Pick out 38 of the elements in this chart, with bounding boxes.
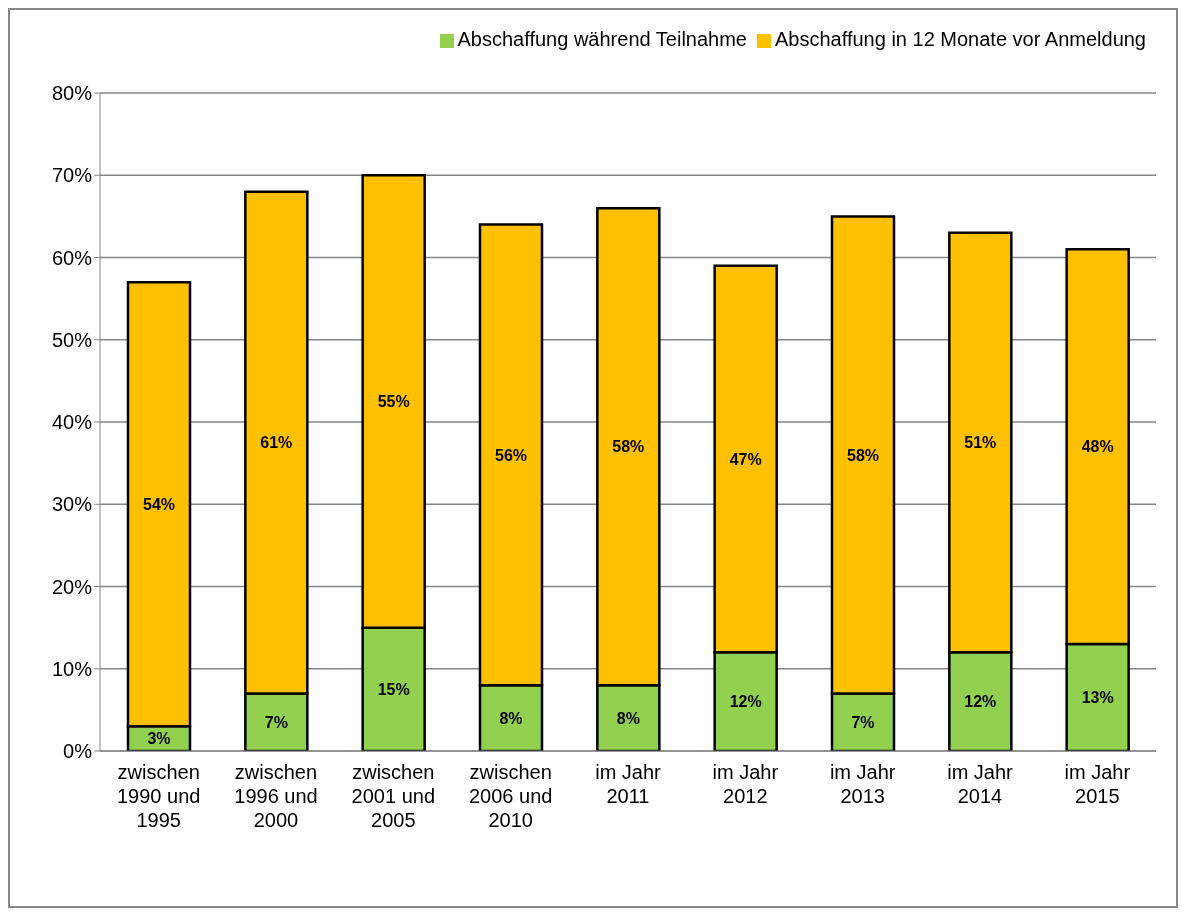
y-tick-label: 20%	[51, 575, 93, 598]
x-tick-label: im Jahr 2015	[1064, 761, 1131, 807]
data-label: 61%	[260, 434, 293, 452]
data-label: 7%	[851, 713, 875, 731]
x-tick-label: zwischen 1990 und 1995	[116, 761, 201, 831]
data-label: 15%	[377, 680, 410, 698]
data-label: 12%	[729, 693, 762, 711]
data-label: 58%	[612, 438, 645, 456]
data-label: 47%	[729, 450, 762, 468]
data-label: 7%	[264, 713, 288, 731]
y-tick-label: 70%	[51, 164, 93, 187]
legend-label: Abschaffung in 12 Monate vor Anmeldung	[775, 28, 1146, 50]
x-tick-label: im Jahr 2014	[947, 761, 1014, 807]
x-tick-label: zwischen 1996 und 2000	[234, 761, 318, 831]
y-tick-label: 0%	[63, 740, 93, 763]
data-label: 55%	[377, 393, 410, 411]
data-label: 8%	[499, 709, 523, 727]
x-tick-label: zwischen 2006 und 2010	[468, 761, 553, 831]
x-tick-label: im Jahr 2012	[712, 761, 779, 807]
y-tick-label: 60%	[51, 246, 93, 269]
data-label: 8%	[616, 709, 640, 727]
y-tick-label: 50%	[51, 328, 93, 351]
data-label: 58%	[846, 446, 880, 464]
data-label: 48%	[1081, 438, 1114, 456]
x-tick-label: im Jahr 2011	[595, 761, 662, 807]
legend-label: Abschaffung während Teilnahme	[457, 28, 747, 50]
data-label: 54%	[142, 495, 176, 513]
x-tick-label: im Jahr 2013	[829, 761, 896, 807]
data-label: 12%	[964, 693, 997, 711]
data-label: 3%	[147, 730, 171, 748]
data-label: 56%	[494, 446, 528, 464]
data-label: 51%	[964, 434, 997, 452]
y-tick-label: 30%	[51, 493, 93, 516]
y-tick-label: 40%	[51, 411, 93, 434]
y-tick-label: 10%	[51, 657, 93, 680]
x-tick-label: zwischen 2001 und 2005	[351, 761, 436, 831]
data-label: 13%	[1081, 689, 1114, 707]
y-tick-label: 80%	[51, 82, 93, 105]
